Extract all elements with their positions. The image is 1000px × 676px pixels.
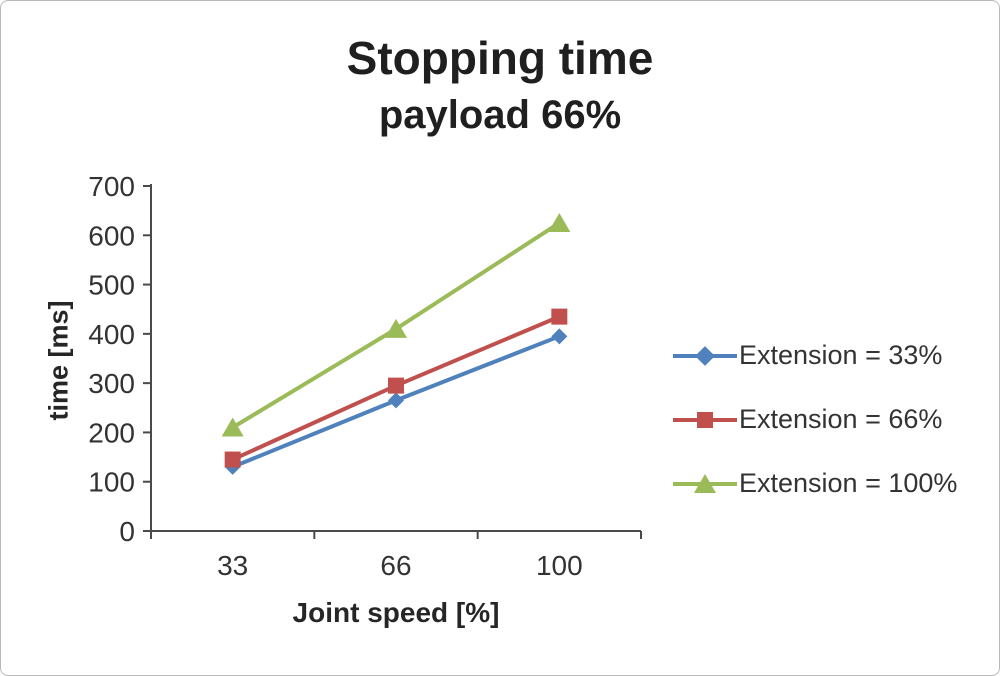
legend-item: Extension = 33%	[673, 337, 957, 374]
series-marker-2	[385, 318, 407, 338]
legend: Extension = 33% Extension = 66% Extension …	[673, 337, 957, 502]
legend-marker-sample	[697, 411, 713, 428]
series-marker-1	[224, 451, 241, 468]
y-tick-label: 400	[88, 319, 135, 350]
legend-marker-sample	[694, 473, 716, 493]
y-tick-label: 0	[119, 516, 135, 547]
series-marker-0	[388, 392, 404, 409]
series-marker-2	[548, 212, 571, 232]
series-marker-0	[551, 328, 568, 345]
legend-triangle-icon	[673, 472, 737, 496]
y-tick-label: 700	[88, 171, 135, 202]
x-tick-label: 66	[380, 550, 411, 581]
y-tick-label: 100	[88, 467, 135, 498]
legend-label: Extension = 100%	[739, 468, 958, 498]
legend-diamond-icon	[673, 344, 737, 368]
legend-item: Extension = 100%	[673, 465, 957, 502]
x-tick-label: 33	[217, 550, 248, 581]
series-marker-1	[388, 377, 404, 394]
x-axis-title: Joint speed [%]	[292, 597, 500, 628]
legend-label: Extension = 66%	[739, 404, 943, 434]
legend-item: Extension = 66%	[673, 401, 957, 438]
legend-square-icon	[673, 408, 737, 432]
chart-title: Stopping time	[346, 32, 654, 84]
y-axis-title: time [ms]	[43, 300, 74, 421]
y-tick-label: 200	[88, 417, 135, 448]
legend-label: Extension = 33%	[739, 340, 943, 370]
series-marker-1	[551, 308, 568, 325]
series-marker-2	[221, 417, 244, 437]
x-tick-label: 100	[536, 550, 583, 581]
chart-subtitle: payload 66%	[378, 93, 622, 137]
y-tick-label: 600	[88, 220, 135, 251]
y-tick-label: 300	[88, 368, 135, 399]
y-tick-label: 500	[88, 270, 135, 301]
legend-marker-sample	[695, 345, 715, 366]
